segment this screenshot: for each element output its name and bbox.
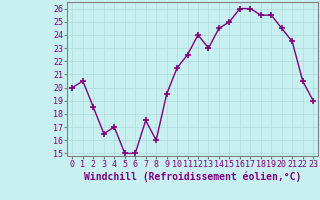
X-axis label: Windchill (Refroidissement éolien,°C): Windchill (Refroidissement éolien,°C) [84, 172, 301, 182]
